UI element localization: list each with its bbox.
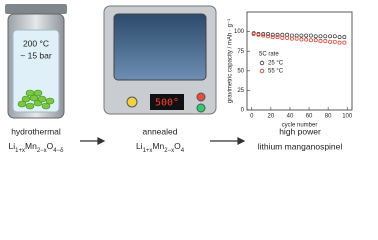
data-point [328,39,332,44]
data-point [299,37,304,42]
data-point [275,35,280,40]
formula-part: Mn [152,141,164,151]
arrows [80,137,246,145]
step-caption: high power [279,126,321,136]
y-tick-label: 100 [234,29,245,35]
data-point [266,34,270,39]
data-point [328,34,332,39]
y-tick-label: 0 [241,108,245,114]
data-point [289,33,294,38]
data-point [337,35,342,40]
legend-title: 5C rate [259,52,279,58]
y-tick-label: 50 [237,68,244,74]
subscript: 1+x [15,148,25,154]
formula-part: Mn [25,141,37,151]
data-point [280,35,285,40]
data-point [289,36,294,41]
x-tick-label: 80 [325,114,332,120]
graphical-abstract: 200 °C ~ 15 bar 500° hydrothermal Li1+xM… [5,4,353,154]
x-tick-label: 0 [250,114,254,120]
data-point [280,32,285,37]
subscript: 2−x [164,148,174,154]
legend-marker [259,60,265,66]
formula: Li1+xMn2−xO4−δ [9,141,65,153]
data-point [318,34,323,39]
subscript: 4−δ [53,148,64,154]
subscript: 4 [181,148,185,154]
formula-part: O [47,141,54,151]
data-point [256,32,261,37]
data-point [285,32,290,37]
legend-marker [259,68,265,74]
data-point [313,38,318,43]
x-tick-label: 100 [342,114,353,120]
legend-label: 25 °C [268,61,284,67]
step-caption: hydrothermal [11,126,61,136]
data-point [266,32,270,36]
x-tick-label: 40 [287,114,294,120]
x-tick-label: 60 [306,114,313,120]
formula-part: Li [136,141,143,151]
data-point [309,38,313,43]
data-point [299,33,304,38]
y-tick-label: 75 [237,49,244,55]
data-point [285,35,290,40]
data-point [332,39,337,44]
step-caption: annealed [143,126,178,136]
data-point [304,37,309,42]
data-point [275,32,280,37]
plot-frame [246,11,353,111]
data-point [337,40,342,45]
data-point [342,35,347,40]
data-point [313,34,318,39]
data-point [261,32,266,36]
data-point [294,36,299,41]
oven: 500° [103,5,217,115]
legend-label: 55 °C [268,69,284,75]
formula: Li1+xMn2−xO4 [136,141,185,153]
y-tick-label: 25 [237,88,244,94]
step-subcaption: lithium manganospinel [258,141,343,151]
x-axis-label: cycle number [282,123,318,129]
y-axis-label: gravimetric capacity / mAh · g⁻¹ [228,19,234,103]
data-point [304,33,309,38]
oven-display: 500° [155,98,179,109]
pressure: ~ 15 bar [20,50,52,60]
subscript: 1+x [143,148,153,154]
data-point [318,39,323,43]
subscript: 2−x [37,148,47,154]
data-point [342,40,347,45]
x-tick-label: 20 [268,114,275,120]
data-point [294,33,299,38]
formula-part: O [174,141,181,151]
data-point [270,32,275,37]
data-point [323,34,328,39]
data-point [323,39,328,43]
data-point [270,35,275,40]
data-point [251,32,256,36]
data-point [261,33,266,38]
data-point [332,34,337,39]
temperature: 200 °C [23,38,49,48]
data-point [309,33,313,38]
autoclave: 200 °C ~ 15 bar [5,4,67,119]
chart: 0 25 50 75 100 0 20 40 60 80 100 cycle number gravim… [228,11,353,129]
formula-part: Li [9,141,16,151]
